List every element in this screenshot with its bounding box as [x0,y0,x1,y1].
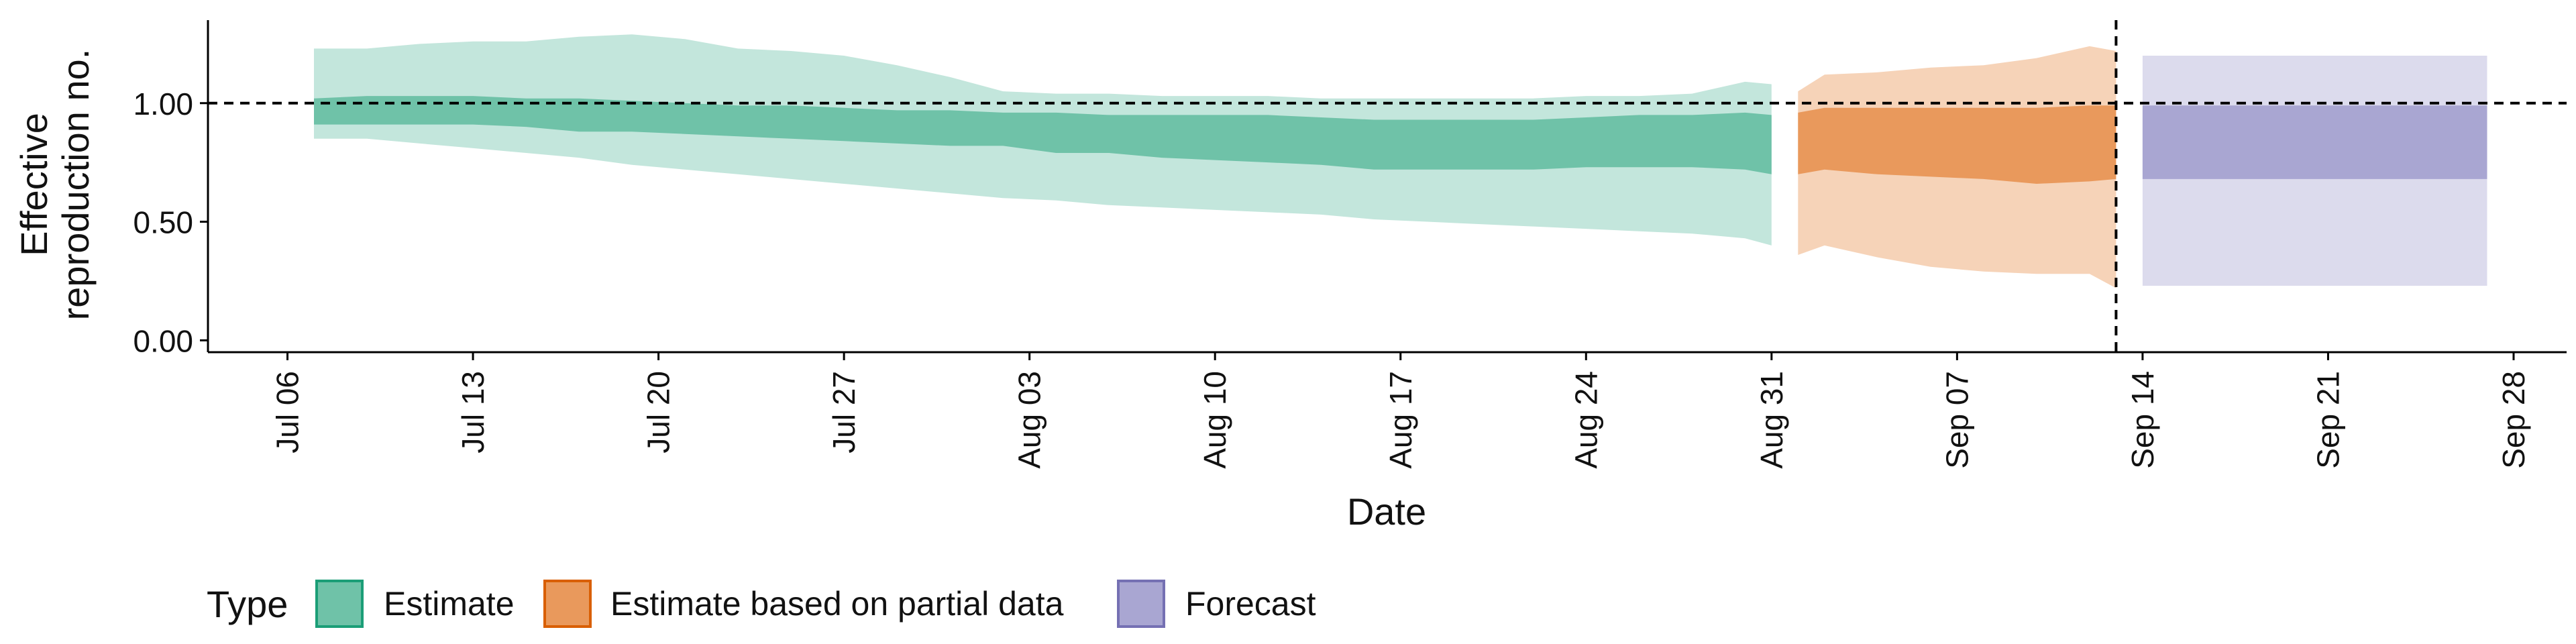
y-axis-title-line1: Effective [13,113,55,256]
x-axis: Jul 06 Jul 13 Jul 20 Jul 27 Aug 03 Aug 10 Aug … [208,351,2567,533]
x-tick-label: Jul 27 [826,371,861,453]
x-ticks: Jul 06 Jul 13 Jul 20 Jul 27 Aug 03 Aug 10 Aug … [270,352,2531,469]
series-estimate-inner-band [314,96,1772,174]
series-forecast-inner-band [2142,105,2487,179]
legend-swatch-estimate [315,580,364,628]
legend-label-estimate: Estimate [384,585,515,623]
x-tick-label: Aug 10 [1197,371,1232,469]
legend-label-partial: Estimate based on partial data [610,585,1064,623]
legend-swatch-partial [543,580,592,628]
x-tick-label: Aug 24 [1568,371,1603,469]
x-tick-label: Aug 17 [1383,371,1418,469]
x-tick-label: Sep 14 [2125,371,2160,469]
y-axis-title-line2: reproduction no. [54,49,97,321]
legend-title: Type [207,583,288,625]
y-ticks: 0.00 0.50 1.00 [133,87,208,358]
y-tick-label: 1.00 [133,87,193,121]
x-tick-label: Aug 03 [1012,371,1047,469]
x-tick-label: Sep 28 [2496,371,2531,469]
x-tick-label: Aug 31 [1754,371,1789,469]
legend-swatch-forecast [1117,580,1165,628]
y-axis: 0.00 0.50 1.00 Effective reproduction no. [13,20,209,358]
x-axis-title: Date [1347,490,1426,533]
x-tick-label: Jul 13 [455,371,490,453]
legend: Type Estimate Estimate based on partial … [207,580,1316,628]
x-tick-label: Sep 21 [2310,371,2345,469]
y-tick-label: 0.50 [133,205,193,240]
series-partial-inner-band [1798,105,2116,184]
plot-area [208,20,2567,352]
legend-label-forecast: Forecast [1185,585,1316,623]
series-bands [314,34,2487,288]
y-tick-label: 0.00 [133,323,193,358]
x-tick-label: Jul 20 [641,371,676,453]
x-tick-label: Sep 07 [1939,371,1974,469]
x-tick-label: Jul 06 [270,371,305,453]
